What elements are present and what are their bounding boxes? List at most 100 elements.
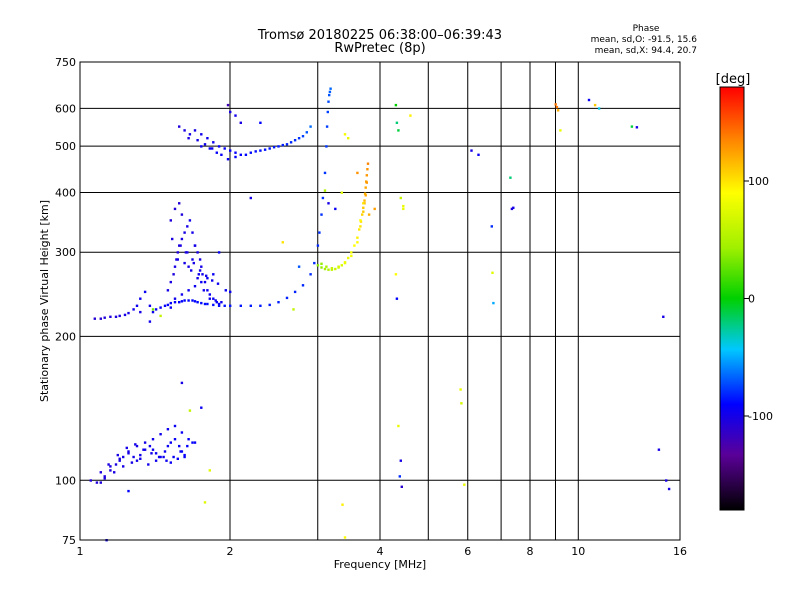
data-point (259, 149, 262, 152)
data-point (249, 196, 252, 200)
data-point (180, 450, 184, 453)
data-point (154, 452, 158, 455)
data-point (327, 100, 330, 103)
data-point (364, 186, 367, 189)
y-axis-label: Stationary phase Virtual Height [km] (38, 200, 51, 402)
data-point (667, 487, 671, 491)
plot-frame (79, 61, 681, 541)
data-point (328, 90, 332, 94)
data-point (277, 301, 280, 304)
data-point (587, 98, 591, 102)
data-point (148, 444, 152, 448)
data-point (340, 191, 343, 194)
data-point (554, 103, 557, 106)
data-point (356, 241, 359, 244)
data-point (234, 155, 237, 159)
data-point (268, 147, 271, 150)
data-point (226, 103, 230, 107)
data-point (122, 455, 125, 459)
data-point (347, 137, 350, 140)
data-point (215, 301, 218, 304)
data-point (356, 171, 359, 175)
data-point (186, 225, 189, 228)
data-point (224, 289, 227, 292)
data-point (95, 481, 99, 484)
data-point (193, 441, 197, 444)
data-point (166, 444, 170, 448)
x-tick-label: 2 (227, 545, 234, 558)
data-point (399, 459, 402, 462)
data-point (512, 206, 515, 209)
data-point (212, 303, 215, 307)
data-point (118, 314, 121, 318)
x-tick-labels: 1 2 4 6 8 10 16 (77, 545, 688, 558)
data-point (93, 317, 96, 320)
data-point (226, 158, 230, 161)
colorbar (719, 86, 745, 511)
data-point (201, 273, 204, 276)
data-point (305, 131, 308, 134)
data-point (178, 244, 181, 247)
data-point (191, 258, 194, 261)
data-point (193, 285, 197, 288)
data-point (183, 455, 186, 459)
y-tick-label: 100 (55, 474, 76, 487)
data-point (190, 269, 193, 272)
data-point (394, 103, 398, 107)
data-point (254, 150, 257, 153)
data-point (285, 296, 289, 300)
data-point (402, 204, 405, 208)
data-point (208, 297, 211, 300)
data-point (163, 304, 167, 307)
data-point (122, 465, 125, 468)
grid-lines (79, 61, 681, 541)
data-point (363, 192, 367, 195)
data-point (229, 290, 232, 294)
data-point (166, 303, 170, 307)
data-point (139, 453, 142, 457)
data-point (397, 424, 400, 428)
data-point (215, 151, 218, 154)
data-point (223, 304, 226, 307)
data-point (200, 133, 203, 136)
data-point (492, 301, 495, 305)
data-point (192, 261, 195, 265)
data-point (301, 284, 305, 287)
data-point (127, 452, 130, 455)
x-tick-label: 8 (527, 545, 534, 558)
data-point (556, 109, 560, 112)
data-point (196, 251, 199, 254)
data-point (176, 251, 179, 254)
data-point (347, 256, 350, 260)
data-point (206, 289, 209, 292)
data-point (172, 455, 175, 459)
data-point (297, 265, 301, 268)
data-point (510, 207, 514, 211)
data-point (198, 269, 202, 272)
data-point (206, 137, 209, 140)
data-point (366, 168, 369, 171)
colorbar-tick-label: -100 (748, 410, 773, 423)
data-point (197, 273, 200, 276)
data-point (402, 207, 405, 211)
stats-header: Phase (633, 24, 660, 34)
data-point (337, 265, 340, 268)
data-point (635, 126, 639, 129)
x-tick-label: 1 (77, 545, 84, 558)
x-tick-label: 10 (571, 545, 585, 558)
data-point (109, 465, 112, 468)
data-point (173, 301, 177, 304)
data-point (188, 409, 192, 412)
data-point (409, 114, 412, 117)
data-point (151, 448, 155, 451)
data-point (217, 145, 221, 148)
data-point (183, 129, 186, 132)
data-point (202, 289, 205, 292)
data-point (200, 145, 203, 148)
data-point (597, 107, 601, 110)
data-point (99, 471, 102, 474)
data-point (183, 231, 186, 234)
data-point (359, 219, 362, 222)
data-point (325, 145, 328, 148)
